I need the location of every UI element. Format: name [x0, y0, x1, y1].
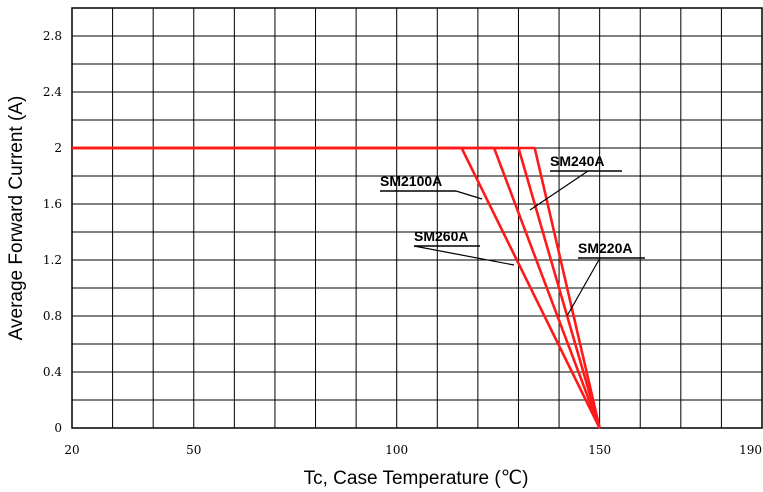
series-lines [72, 146, 601, 429]
y-tick-labels: 0 0.4 0.8 1.2 1.6 2 2.4 2.8 [43, 29, 62, 435]
y-tick-label: 1.6 [43, 197, 62, 211]
annotation-leader-line [529, 170, 589, 211]
series-annotations: SM2100A SM260A SM240A SM220A [380, 153, 632, 256]
grid [72, 8, 762, 428]
plot-frame [71, 7, 763, 429]
x-tick-labels: 20 50 100 150 190 [64, 443, 762, 457]
y-tick-label: 0.8 [43, 309, 62, 323]
y-tick-label: 2.8 [43, 29, 62, 43]
x-tick-label: 100 [385, 443, 408, 457]
y-axis-title: Average Forward Current (A) [6, 96, 27, 341]
y-tick-label: 2.4 [43, 85, 62, 99]
annotation-leaders [380, 170, 645, 317]
annotation-SM260A: SM260A [414, 228, 468, 244]
annotation-leader-line [566, 257, 601, 317]
y-tick-label: 0 [54, 421, 62, 435]
x-tick-label: 190 [739, 443, 762, 457]
y-tick-label: 2 [54, 141, 62, 155]
annotation-SM2100A: SM2100A [380, 173, 442, 189]
y-tick-label: 0.4 [43, 365, 62, 379]
annotation-leader-line [455, 190, 483, 200]
annotation-SM220A: SM220A [578, 240, 632, 256]
annotation-SM240A: SM240A [550, 153, 604, 169]
series-line-SM220A [72, 146, 601, 429]
x-tick-label: 20 [64, 443, 79, 457]
x-axis-title: Tc, Case Temperature (℃) [304, 468, 529, 489]
annotation-leader-line [413, 245, 515, 266]
y-tick-label: 1.2 [43, 253, 62, 267]
x-tick-label: 50 [186, 443, 201, 457]
x-tick-label: 150 [588, 443, 611, 457]
